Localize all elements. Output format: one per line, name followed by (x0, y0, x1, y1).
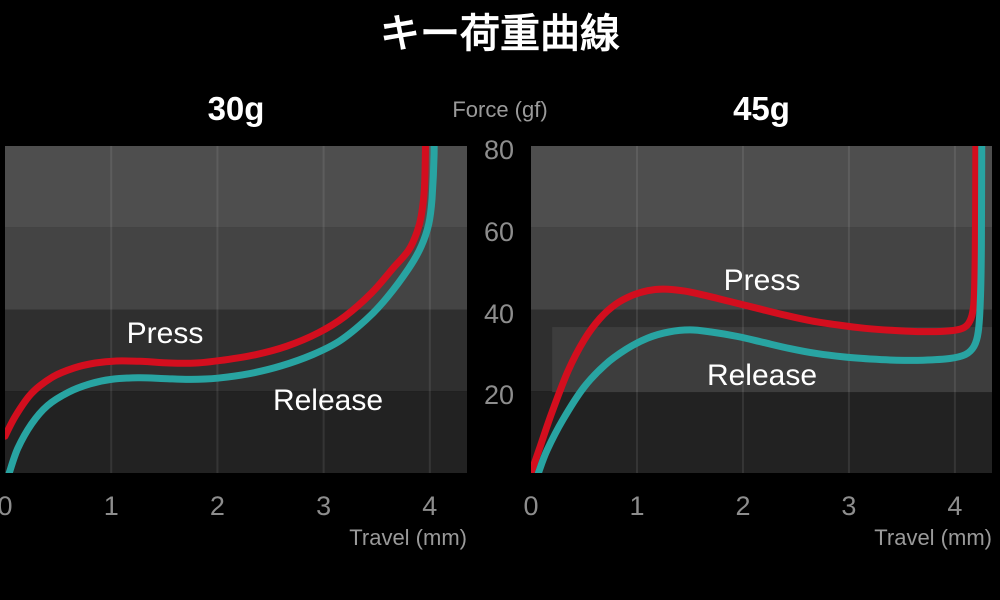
x-tick-label: 1 (629, 491, 645, 521)
x-tick-label: 2 (735, 491, 751, 521)
plot-area-30g (5, 146, 467, 473)
gridline (953, 146, 956, 473)
x-tick-label: 3 (841, 491, 857, 521)
travel-axis-label-45g: Travel (mm) (874, 525, 992, 550)
press-curve-label-30g: Press (126, 317, 204, 350)
gridline (635, 146, 638, 473)
gridline (741, 146, 744, 473)
press-curve (531, 146, 980, 473)
background-band (5, 227, 467, 310)
gridline (428, 146, 431, 473)
y-tick-label: 60 (483, 216, 515, 247)
gridline (847, 146, 850, 473)
y-tick-label: 80 (483, 135, 515, 165)
background-band (531, 391, 992, 473)
background-band (5, 391, 467, 473)
y-tick-label: 20 (483, 380, 515, 411)
release-curve (5, 146, 438, 473)
background-band (531, 146, 992, 228)
gridline (110, 146, 113, 473)
gridline (322, 146, 325, 473)
x-tick-label: 4 (947, 491, 963, 521)
gridline (216, 146, 219, 473)
x-tick-label: 2 (209, 491, 225, 521)
press-curve (5, 146, 429, 440)
x-tick-label: 1 (103, 491, 119, 521)
background-band (5, 146, 467, 228)
force-axis-label: Force (gf) (452, 97, 548, 122)
x-tick-label: 0 (523, 491, 539, 521)
x-tick-label: 0 (0, 491, 13, 521)
chart-title-30g: 30g (207, 90, 265, 127)
x-tick-label: 4 (422, 491, 438, 521)
x-tick-label: 3 (316, 491, 332, 521)
y-tick-label: 40 (483, 298, 515, 329)
release-curve (534, 146, 986, 473)
page-title: キー荷重曲線 (380, 12, 620, 56)
background-band (531, 227, 992, 310)
chart-title-45g: 45g (733, 90, 790, 127)
plot-area-45g (531, 146, 992, 473)
travel-axis-label-30g: Travel (mm) (349, 525, 467, 550)
release-curve-label-45g: Release (706, 359, 818, 392)
release-curve-label-30g: Release (272, 384, 384, 417)
press-curve-label-45g: Press (723, 264, 801, 297)
